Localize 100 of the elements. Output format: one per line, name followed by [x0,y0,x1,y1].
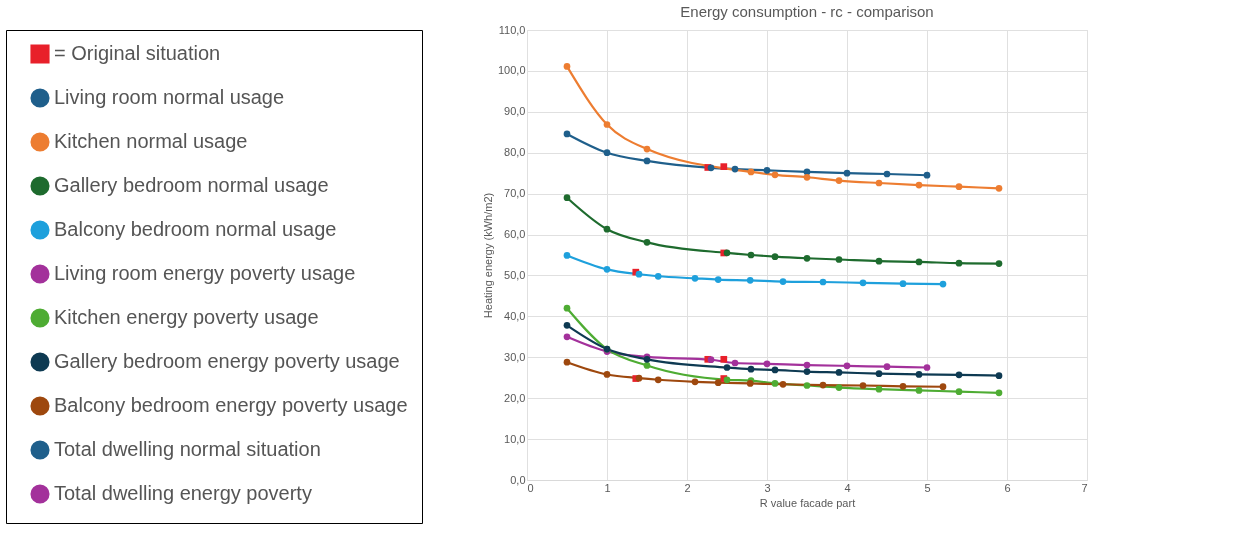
point [747,168,755,176]
point [939,280,947,288]
y-tick-label: 80,0 [504,146,526,159]
point [603,121,611,128]
point [859,382,867,389]
point [720,355,728,363]
point [955,388,963,395]
legend-label: Living room energy poverty usage [54,262,356,284]
point [563,194,571,202]
x-axis-title: R value facade part [759,496,856,509]
point [875,257,883,265]
point [643,157,651,165]
point [603,265,611,273]
point [720,163,728,170]
legend-label: Gallery bedroom normal usage [54,174,329,196]
point [603,225,611,233]
point [771,253,779,260]
point [714,379,722,386]
x-tick-label: 2 [684,481,691,494]
point [603,149,611,157]
y-tick-label: 70,0 [504,187,526,200]
point [875,385,883,393]
x-tick-label: 6 [1004,481,1011,494]
y-tick-label: 10,0 [504,432,526,445]
point [771,380,779,387]
point [654,376,662,384]
point [899,280,907,287]
point [731,359,739,367]
point [563,322,571,329]
point [875,370,883,377]
x-tick-label: 7 [1081,481,1088,494]
point [875,179,883,187]
point [771,366,779,374]
point [771,171,779,179]
y-tick-label: 110,0 [498,23,526,36]
y-tick-label: 100,0 [497,64,526,77]
point [747,365,755,373]
y-tick-label: 30,0 [504,350,526,363]
point [643,362,651,369]
legend-label: Kitchen normal usage [54,130,248,152]
y-tick-label: 0,0 [510,473,526,486]
point [563,130,571,138]
point [835,177,843,184]
point [803,173,811,181]
point [563,252,571,259]
point [691,274,699,282]
point [915,371,923,378]
point [563,63,571,70]
point [563,333,571,341]
point [955,371,963,379]
x-tick-label: 4 [844,481,851,494]
point [995,372,1003,380]
point [731,165,739,173]
point [835,369,843,376]
point [915,387,923,394]
point [843,362,851,370]
point [995,184,1003,192]
chart-title: Energy consumption - rc - comparison [680,3,934,20]
legend-label: Kitchen energy poverty usage [54,306,319,328]
point [803,382,811,389]
point [883,363,891,371]
point [923,364,931,371]
point [603,371,611,378]
point [995,389,1003,397]
point [819,381,827,389]
point [915,258,923,266]
point [654,272,662,280]
x-tick-label: 5 [924,481,931,494]
y-tick-label: 40,0 [504,309,526,322]
y-axis-title: Heating energy (kWh/m2) [481,192,494,319]
y-tick-label: 20,0 [504,391,526,404]
legend-label: Living room normal usage [54,86,285,108]
point [859,279,867,287]
legend-label: Total dwelling normal situation [54,438,321,460]
point [779,278,787,285]
point [691,378,699,386]
x-tick-label: 0 [527,481,534,494]
point [643,145,651,153]
y-tick-label: 50,0 [504,268,526,281]
point [563,358,571,366]
point [995,260,1003,267]
point [803,361,811,369]
point [779,380,787,388]
point [643,238,651,246]
point [955,259,963,267]
point [923,171,931,179]
point [714,276,722,283]
point [915,181,923,189]
point [819,278,827,286]
x-tick-label: 3 [764,481,771,494]
point [955,183,963,191]
point [563,304,571,312]
x-tick-label: 1 [604,481,611,494]
point [723,364,731,371]
point [883,170,891,178]
point [899,382,907,390]
legend-label: = Original situation [54,42,221,64]
point [803,254,811,262]
point [803,368,811,375]
y-tick-label: 60,0 [504,228,526,241]
